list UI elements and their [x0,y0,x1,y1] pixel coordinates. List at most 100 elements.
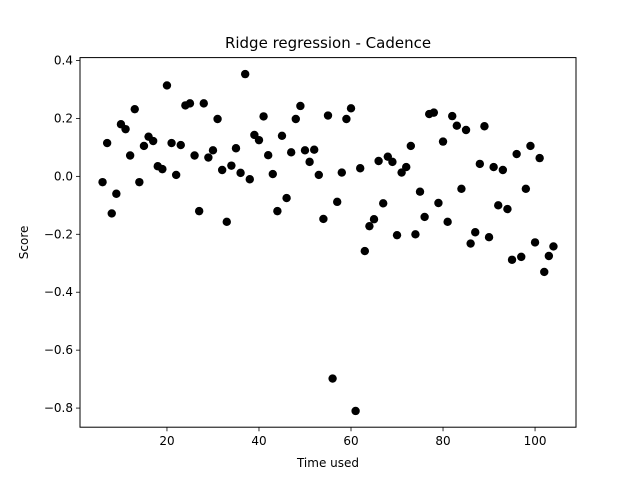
data-point-20 [190,151,199,160]
data-point-19 [185,99,195,108]
data-point-32 [245,175,254,184]
data-point-58 [365,221,374,231]
x-tick-label: 40 [251,434,266,448]
data-point-77 [452,121,462,130]
data-point-46 [310,145,319,154]
data-point-28 [227,161,236,170]
x-axis-label: Time used [296,456,359,470]
x-tick-label: 60 [343,434,358,448]
data-point-66 [402,162,411,172]
chart-title: Ridge regression - Cadence [225,34,431,52]
data-point-43 [296,101,305,111]
data-point-59 [369,215,379,224]
data-point-17 [176,140,185,150]
data-point-22 [199,99,208,108]
data-point-16 [171,170,181,180]
data-point-21 [194,206,204,216]
data-point-80 [466,239,475,248]
data-point-0 [98,177,107,187]
data-point-9 [139,141,149,151]
y-tick-label: 0.2 [54,111,73,125]
data-point-86 [494,201,503,210]
y-axis-ticks: −0.8 −0.6 −0.4 −0.2 0.0 0.2 0.4 [44,53,80,415]
data-point-29 [231,144,241,153]
x-tick-label: 80 [435,434,450,448]
data-point-55 [351,406,360,416]
data-point-56 [356,164,365,173]
data-point-79 [461,125,471,135]
data-point-31 [240,69,250,79]
data-point-69 [415,187,425,196]
data-point-61 [379,199,388,208]
data-point-93 [526,141,535,151]
data-point-87 [498,165,508,175]
data-point-5 [121,124,130,134]
data-point-68 [411,230,420,239]
data-point-35 [259,112,268,121]
data-point-76 [448,111,457,121]
data-point-26 [217,165,227,175]
data-point-90 [512,149,521,159]
data-point-89 [507,255,517,264]
data-point-40 [282,193,291,203]
data-point-47 [314,170,323,180]
data-point-72 [429,108,439,117]
data-point-96 [540,267,549,277]
data-point-15 [167,138,176,148]
data-point-84 [484,232,494,242]
data-point-60 [374,156,383,166]
data-point-67 [406,141,416,151]
data-point-36 [263,151,273,160]
y-tick-label: −0.6 [44,343,73,357]
data-point-49 [323,111,333,120]
x-axis-ticks: 20 40 60 80 100 [159,427,547,448]
data-point-73 [434,198,443,208]
data-point-83 [480,122,489,131]
y-tick-label: 0.4 [54,53,73,67]
data-point-23 [204,153,213,162]
data-point-75 [443,217,452,227]
data-point-14 [162,81,172,90]
data-point-2 [107,209,116,218]
data-point-27 [222,217,231,227]
data-point-64 [392,230,402,240]
data-point-92 [521,184,531,194]
data-point-95 [535,153,544,163]
data-point-24 [208,146,218,155]
data-point-54 [346,104,356,113]
data-point-30 [236,168,245,178]
y-axis-label: Score [17,226,31,260]
data-point-98 [549,242,558,251]
data-point-65 [397,168,406,177]
plot-frame [79,57,577,428]
data-point-39 [277,131,287,141]
data-point-91 [517,252,526,262]
data-point-41 [286,148,296,157]
y-tick-label: −0.4 [44,285,73,299]
data-point-34 [254,135,264,145]
data-point-57 [360,246,370,256]
data-point-53 [342,114,351,124]
data-point-37 [268,169,277,179]
x-tick-label: 20 [159,434,174,448]
data-point-11 [148,136,158,146]
data-point-48 [319,214,328,224]
data-point-82 [475,159,485,169]
data-point-13 [158,164,167,174]
data-point-85 [489,162,498,172]
data-point-3 [112,189,121,198]
data-point-78 [457,184,466,194]
data-point-74 [438,137,448,146]
y-tick-label: −0.2 [44,227,73,241]
data-point-81 [471,228,480,237]
data-point-38 [273,206,282,216]
data-point-97 [544,251,554,261]
data-point-50 [328,374,337,383]
data-points [98,69,558,416]
data-point-6 [125,151,135,160]
data-point-42 [291,114,300,124]
data-point-88 [503,204,512,214]
data-point-44 [300,146,310,155]
